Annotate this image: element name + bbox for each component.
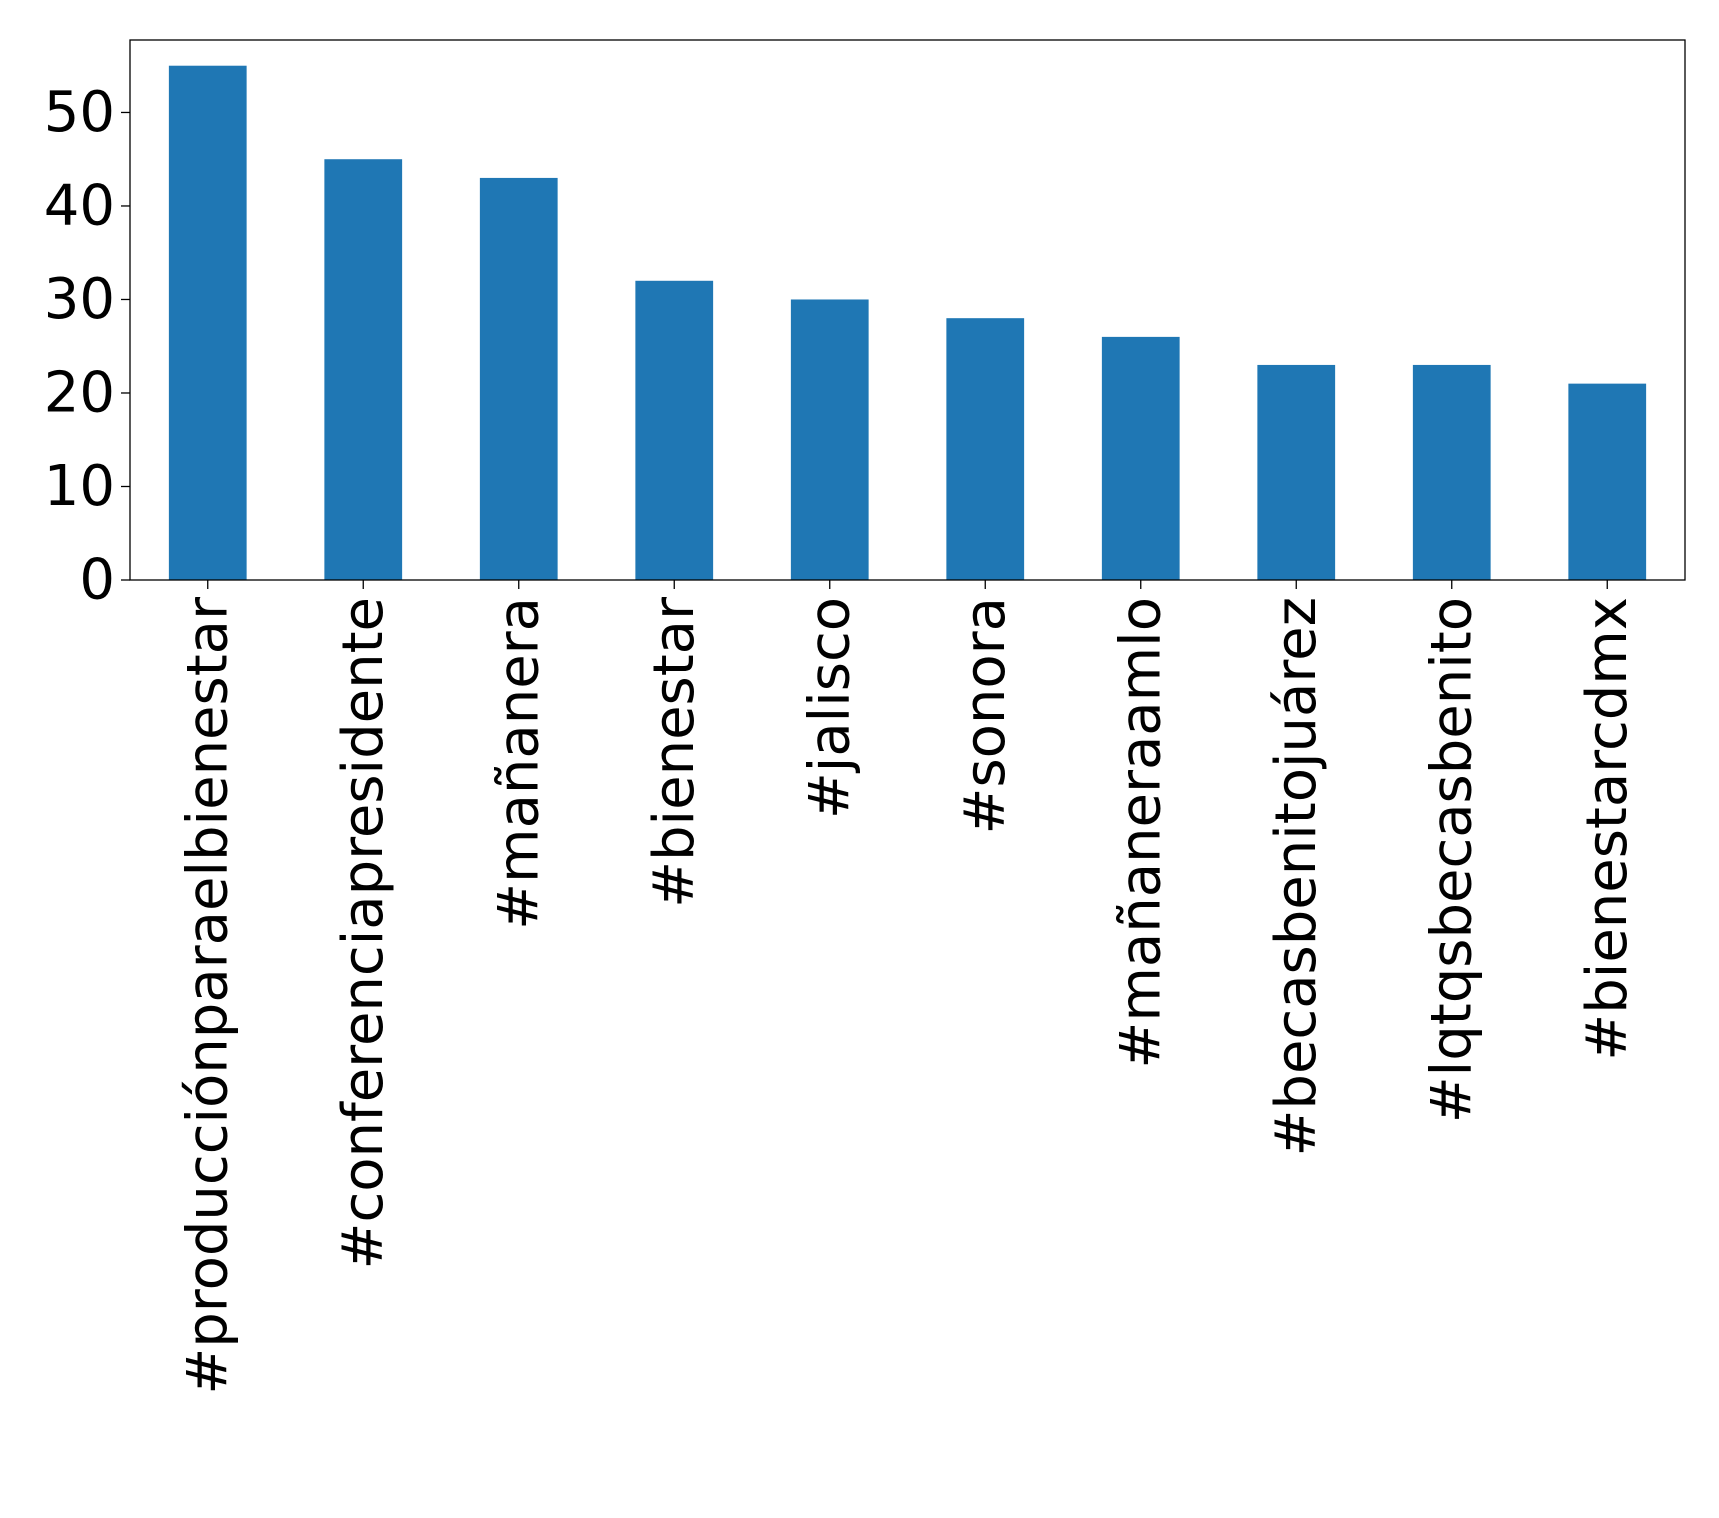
bar-2 <box>479 177 558 581</box>
x-tick-label-0: #producciónparaelbienestar <box>175 596 240 1395</box>
x-tick-label-2: #mañanera <box>486 597 551 930</box>
y-tick-label-2: 20 <box>44 360 115 425</box>
bars-group <box>168 65 1647 581</box>
y-tick-label-4: 40 <box>44 173 115 238</box>
bar-8 <box>1412 364 1491 580</box>
x-tick-label-8: #lqtqsbecasbenito <box>1419 597 1484 1123</box>
y-tick-label-0: 0 <box>79 548 115 613</box>
bar-0 <box>168 65 247 580</box>
bar-9 <box>1568 383 1647 580</box>
x-tick-label-5: #sonora <box>953 597 1018 834</box>
x-tick-label-7: #becasbenitojuárez <box>1264 597 1329 1156</box>
bar-6 <box>1101 336 1180 580</box>
x-tick-label-1: #conferenciapresidente <box>331 597 396 1269</box>
bar-5 <box>946 318 1025 580</box>
y-axis: 0 10 20 30 40 50 <box>44 80 130 613</box>
bar-4 <box>790 299 869 580</box>
y-tick-label-3: 30 <box>44 267 115 332</box>
y-tick-label-5: 50 <box>44 80 115 145</box>
y-tick-label-1: 10 <box>44 454 115 519</box>
x-axis: #producciónparaelbienestar #conferenciapr… <box>175 580 1640 1395</box>
x-tick-label-3: #bienestar <box>642 596 707 908</box>
plot-frame <box>129 39 1686 581</box>
bar-3 <box>635 280 714 580</box>
x-tick-label-4: #jalisco <box>797 597 862 819</box>
bar-1 <box>324 159 403 581</box>
bar-7 <box>1257 364 1336 580</box>
x-tick-label-9: #bienestarcdmx <box>1575 597 1640 1061</box>
x-tick-label-6: #mañaneraamlo <box>1108 597 1173 1069</box>
